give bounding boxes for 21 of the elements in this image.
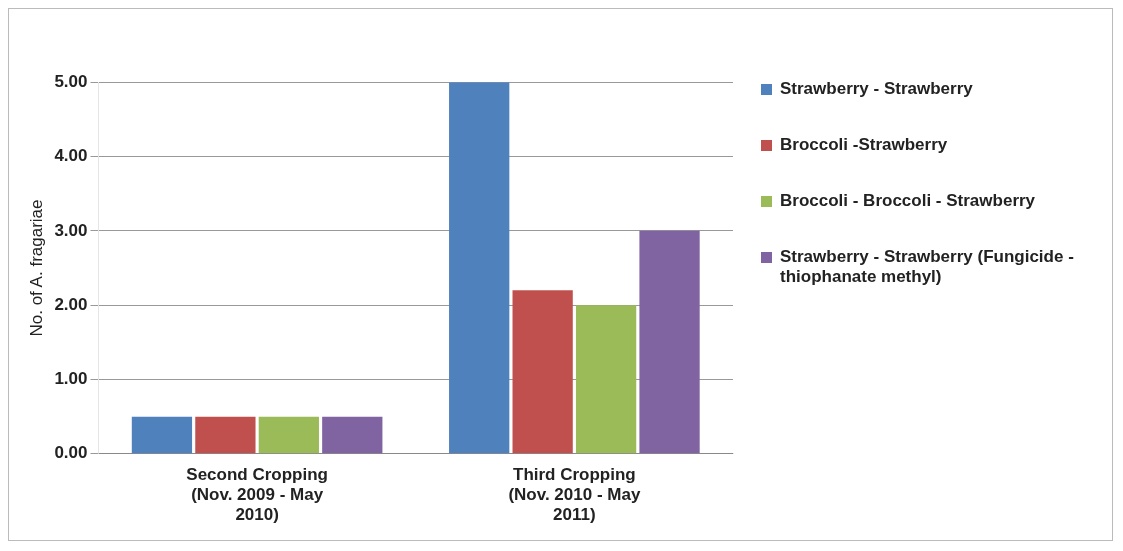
- y-tick-label: 0.00: [54, 443, 88, 463]
- y-axis-title: No. of A. fragariae: [26, 199, 46, 337]
- bar: [322, 416, 383, 454]
- bar: [449, 82, 510, 454]
- bar: [575, 305, 637, 454]
- bar: [512, 290, 573, 454]
- y-tick-label: 5.00: [54, 71, 88, 91]
- y-tick-label: 1.00: [54, 369, 88, 389]
- y-tick-label: 3.00: [54, 220, 88, 240]
- legend-label: Strawberry - Strawberry (Fungicide - thiophanate methyl): [780, 247, 1075, 287]
- legend-label: Broccoli -Strawberry: [780, 135, 948, 155]
- x-tick-label: Third Cropping (Nov. 2010 - May 2011): [508, 464, 641, 525]
- bar: [639, 230, 700, 454]
- y-tick-label: 2.00: [54, 294, 88, 314]
- y-tick-label: 4.00: [54, 146, 88, 166]
- bar: [258, 416, 319, 454]
- bar: [195, 416, 256, 454]
- bar: [131, 416, 193, 454]
- x-tick-label: Second Cropping (Nov. 2009 - May 2010): [186, 464, 328, 525]
- legend-label: Strawberry - Strawberry: [780, 79, 973, 99]
- legend-label: Broccoli - Broccoli - Strawberry: [780, 191, 1036, 211]
